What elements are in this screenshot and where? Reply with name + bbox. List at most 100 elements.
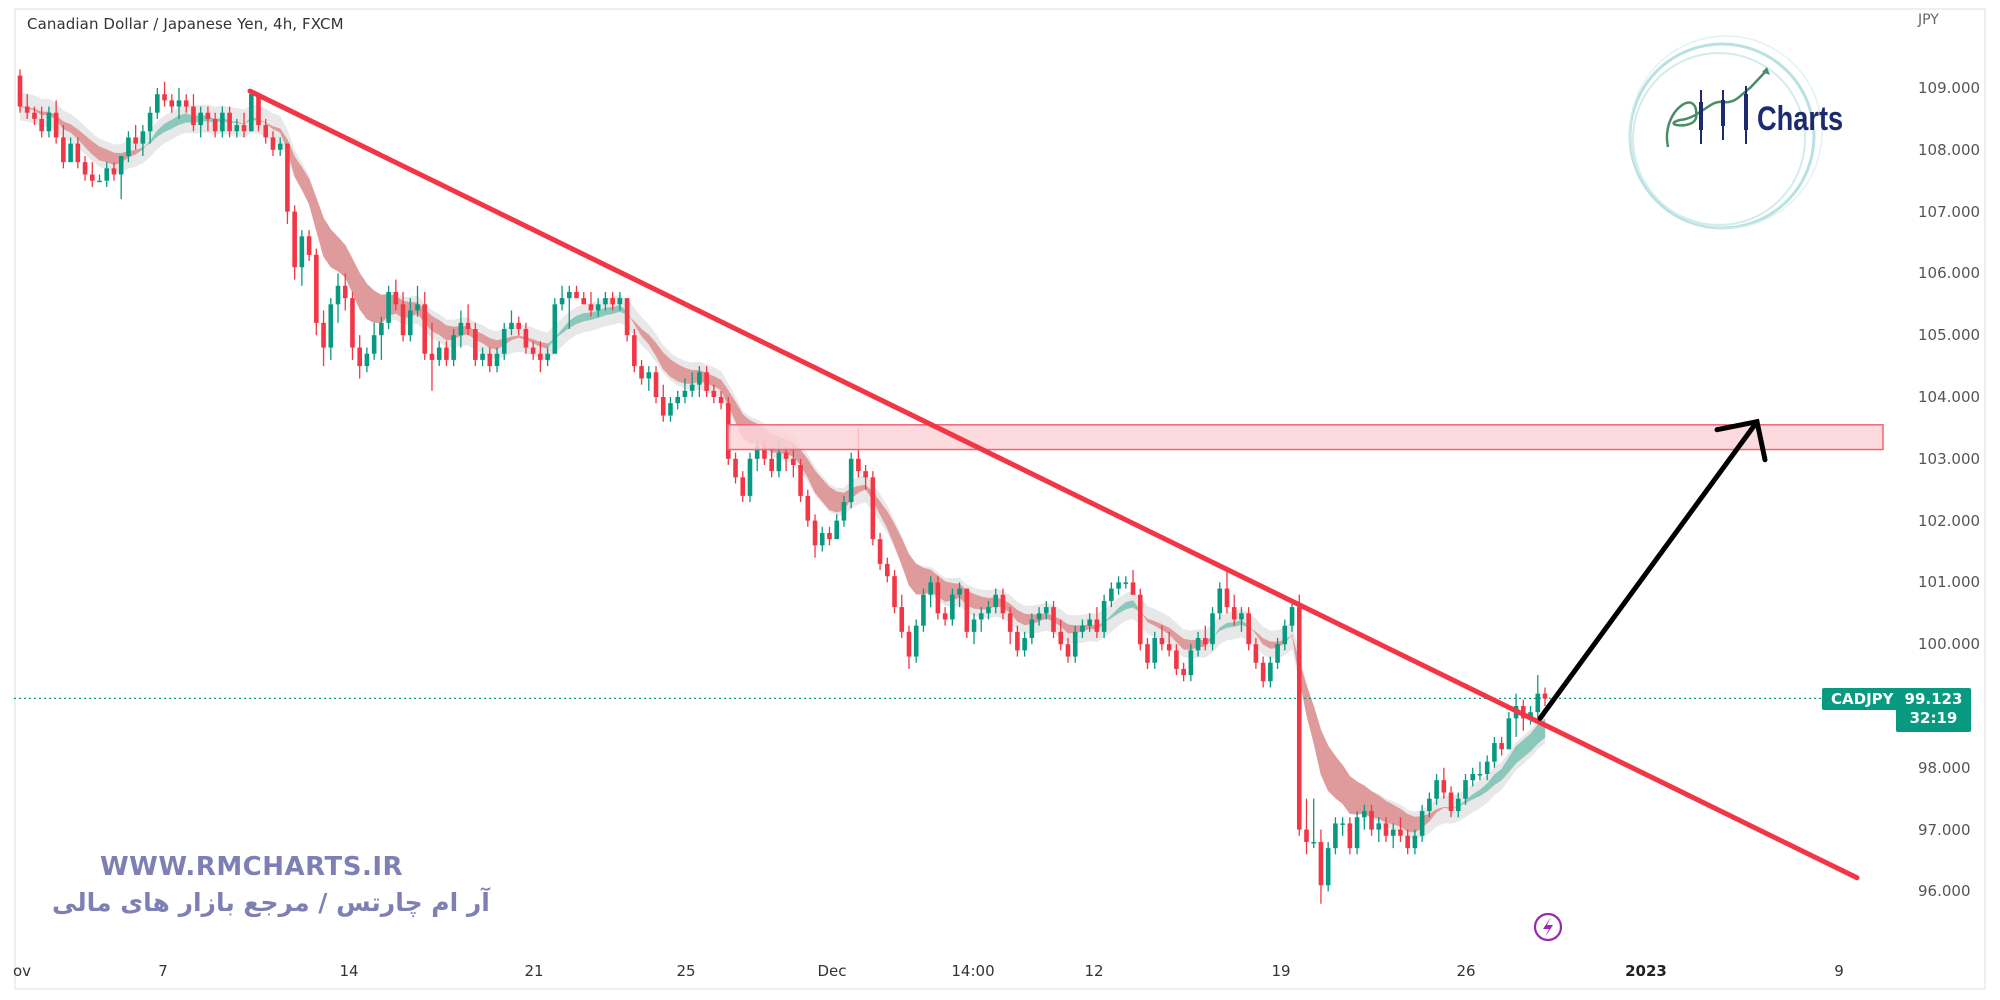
candle <box>17 75 23 107</box>
candle <box>473 329 478 360</box>
candle <box>1152 638 1158 663</box>
candle <box>1369 811 1374 830</box>
candle <box>552 304 558 354</box>
candle <box>1044 607 1049 614</box>
candle <box>747 458 753 496</box>
candle <box>393 291 399 305</box>
candle <box>1130 582 1136 595</box>
candle <box>1311 841 1317 844</box>
candle <box>595 304 601 311</box>
time-tick: 14:00 <box>951 962 995 980</box>
candle <box>191 106 196 126</box>
lightning-event-icon[interactable] <box>1533 912 1563 942</box>
candle <box>379 322 384 336</box>
candle <box>986 607 991 614</box>
candle <box>292 211 297 268</box>
time-tick: 2023 <box>1625 962 1667 980</box>
candle <box>689 384 695 391</box>
chart-title: Canadian Dollar / Japanese Yen, 4h, FXCM <box>27 15 344 33</box>
candle <box>769 458 774 472</box>
candle <box>1210 613 1215 645</box>
candle <box>1383 823 1389 836</box>
candle <box>798 464 803 496</box>
candle <box>1029 619 1035 639</box>
candle <box>834 520 840 540</box>
candle <box>841 502 847 521</box>
candle <box>1477 773 1483 776</box>
time-tick: 12 <box>1084 962 1104 980</box>
time-tick: 26 <box>1456 962 1476 980</box>
candle <box>1239 613 1244 620</box>
candle <box>357 347 362 367</box>
candle <box>1166 644 1172 651</box>
candle <box>718 397 724 404</box>
candle <box>24 106 30 113</box>
candle <box>75 143 81 163</box>
candle <box>1224 588 1230 608</box>
candle <box>1260 662 1266 682</box>
bar-countdown: 32:19 <box>1909 709 1958 727</box>
candle <box>422 304 428 354</box>
price-tick: 96.000 <box>1918 882 1971 901</box>
candle <box>1253 644 1259 663</box>
candle <box>364 353 370 367</box>
candle <box>1304 829 1309 842</box>
candle <box>97 180 102 183</box>
candle <box>386 291 391 323</box>
candle <box>205 112 211 119</box>
candle <box>906 631 912 657</box>
candle <box>400 304 406 336</box>
candle <box>1441 780 1447 793</box>
candle <box>1340 823 1345 825</box>
price-tick: 98.000 <box>1918 758 1971 777</box>
candle <box>740 477 746 496</box>
moving-average-bands <box>19 92 1546 840</box>
candle <box>118 155 124 175</box>
candle <box>147 112 153 132</box>
time-tick: ov <box>12 962 32 980</box>
projection-arrow[interactable] <box>1537 418 1768 721</box>
candle <box>212 118 218 132</box>
candle <box>444 347 449 360</box>
candle <box>1231 607 1237 620</box>
candle <box>1022 638 1027 651</box>
price-tick: 107.000 <box>1918 202 1981 221</box>
candle <box>342 285 348 299</box>
candle <box>241 125 247 132</box>
candle <box>1268 662 1273 682</box>
candle <box>1007 613 1013 632</box>
candle <box>776 452 782 472</box>
last-price-value: 99.123 <box>1904 690 1963 708</box>
candle <box>111 168 117 175</box>
candle <box>863 471 868 478</box>
candle <box>1275 644 1280 663</box>
candle <box>762 446 767 459</box>
candle <box>350 298 355 348</box>
candle <box>32 112 37 119</box>
candle <box>328 304 334 348</box>
resistance-zone[interactable] <box>727 424 1884 451</box>
candle <box>523 329 529 348</box>
candle <box>1094 619 1100 632</box>
candlesticks <box>17 69 1548 904</box>
candle <box>1159 638 1165 645</box>
candle <box>1181 668 1186 676</box>
candle <box>1434 780 1439 799</box>
candle <box>632 335 637 367</box>
candle <box>220 112 225 132</box>
descending-trendline[interactable] <box>247 88 1860 881</box>
candle <box>530 347 536 354</box>
rmcharts-logo <box>1628 35 1823 230</box>
candle <box>1405 835 1410 849</box>
candle <box>415 304 420 311</box>
candle <box>1492 743 1497 762</box>
candle <box>704 372 709 391</box>
candle <box>1484 761 1490 774</box>
candle <box>1058 631 1064 645</box>
candle <box>1195 638 1201 651</box>
candle <box>884 563 890 577</box>
candle <box>754 446 760 459</box>
candle <box>935 582 941 614</box>
candle <box>1116 582 1121 589</box>
